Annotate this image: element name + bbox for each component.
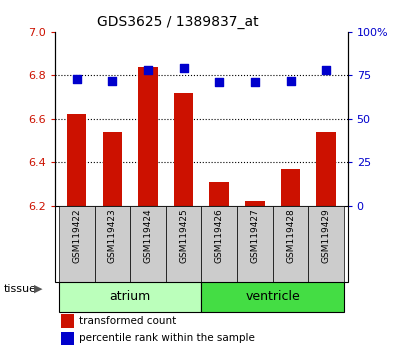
Point <box>73 76 80 82</box>
Bar <box>273 206 308 282</box>
Bar <box>67 114 87 206</box>
Bar <box>174 93 194 206</box>
Point <box>323 67 329 73</box>
Bar <box>245 201 265 206</box>
Text: ▶: ▶ <box>34 284 42 293</box>
Title: GDS3625 / 1389837_at: GDS3625 / 1389837_at <box>97 16 259 29</box>
Bar <box>316 132 336 206</box>
Text: ventricle: ventricle <box>245 290 300 303</box>
Text: GSM119422: GSM119422 <box>72 208 81 263</box>
Text: percentile rank within the sample: percentile rank within the sample <box>79 333 254 343</box>
Bar <box>201 282 344 312</box>
Bar <box>61 332 74 345</box>
Bar <box>130 206 166 282</box>
Text: GSM119428: GSM119428 <box>286 208 295 263</box>
Bar <box>138 67 158 206</box>
Text: GSM119423: GSM119423 <box>108 208 117 263</box>
Text: GSM119425: GSM119425 <box>179 208 188 263</box>
Bar <box>209 182 229 206</box>
Bar <box>281 169 300 206</box>
Text: transformed count: transformed count <box>79 316 176 326</box>
Bar <box>201 206 237 282</box>
Point <box>145 67 151 73</box>
Point <box>288 78 294 83</box>
Bar <box>166 206 201 282</box>
Point <box>109 78 115 83</box>
Text: GSM119427: GSM119427 <box>250 208 260 263</box>
Bar <box>103 132 122 206</box>
Text: GSM119424: GSM119424 <box>143 208 152 263</box>
Point <box>216 79 222 85</box>
Point <box>181 65 187 71</box>
Bar <box>94 206 130 282</box>
Text: tissue: tissue <box>4 284 37 293</box>
Point <box>252 79 258 85</box>
Bar <box>237 206 273 282</box>
Bar <box>61 314 74 327</box>
Bar <box>308 206 344 282</box>
Text: atrium: atrium <box>109 290 151 303</box>
Bar <box>59 206 94 282</box>
Text: GSM119429: GSM119429 <box>322 208 331 263</box>
Bar <box>59 282 201 312</box>
Text: GSM119426: GSM119426 <box>215 208 224 263</box>
